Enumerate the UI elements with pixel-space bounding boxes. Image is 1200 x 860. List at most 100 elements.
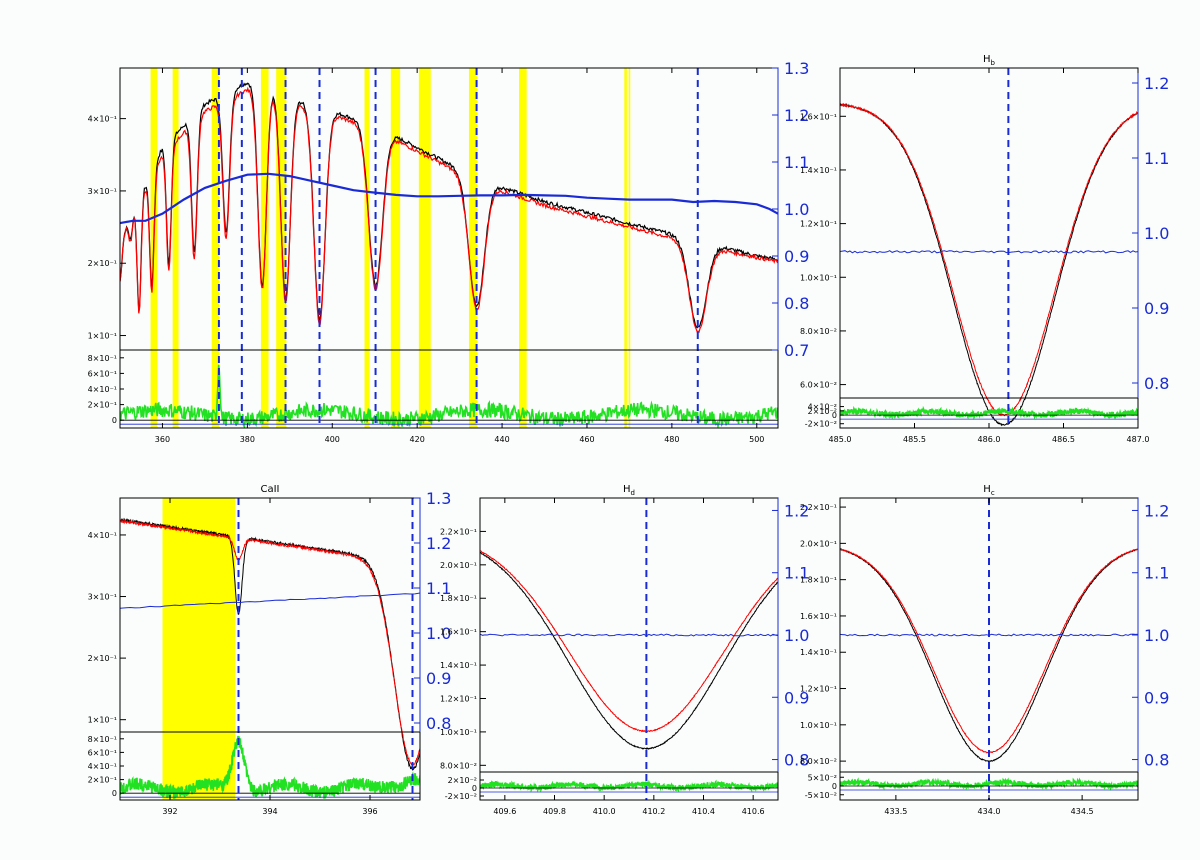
y-tick-label: 6.0×10⁻² (800, 381, 837, 390)
continuum-line (840, 250, 1138, 254)
x-tick-label: 485.5 (903, 435, 926, 444)
right-tick-label: 1.2 (784, 106, 809, 125)
shaded-band (172, 68, 179, 428)
right-tick-label: 1.1 (784, 564, 809, 583)
plot-area (480, 498, 778, 800)
y-tick-label: 1.2×10⁻¹ (440, 694, 477, 703)
residual-tick-label: 5×10⁻² (808, 773, 837, 782)
x-tick-label: 420 (410, 435, 425, 444)
residual-tick-label: 0 (112, 789, 117, 798)
residual-trace (840, 777, 1138, 791)
y-tick-label: 1.8×10⁻¹ (440, 594, 477, 603)
shaded-band (211, 68, 220, 428)
y-tick-label: 1.6×10⁻¹ (440, 628, 477, 637)
shaded-band (418, 68, 431, 428)
residual-tick-label: 2×10⁻² (448, 776, 477, 785)
residual-tick-label: 2×10⁻¹ (88, 776, 117, 785)
y-tick-label: 3×10⁻¹ (88, 187, 117, 196)
x-tick-label: 487.0 (1127, 435, 1150, 444)
residual-tick-label: -5×10⁻² (805, 791, 837, 800)
x-tick-label: 434.5 (1071, 807, 1094, 816)
right-tick-label: 1.1 (426, 579, 451, 598)
series-line (840, 548, 1138, 754)
panel-title: Hd (623, 484, 635, 497)
y-tick-label: 1×10⁻¹ (88, 332, 117, 341)
x-tick-label: 410.4 (692, 807, 715, 816)
panel-frame (479, 497, 779, 801)
x-tick-label: 480 (664, 435, 679, 444)
y-tick-label: 4×10⁻¹ (88, 115, 117, 124)
shaded-band (628, 68, 631, 428)
y-tick-label: 1.0×10⁻¹ (800, 273, 837, 282)
right-tick-label: 0.9 (1144, 299, 1169, 318)
right-tick-label: 1.1 (1144, 564, 1169, 583)
right-tick-label: 1.1 (1144, 149, 1169, 168)
y-tick-label: 1×10⁻¹ (88, 716, 117, 725)
shaded-band (468, 68, 478, 428)
residual-tick-label: 6×10⁻¹ (88, 748, 117, 757)
y-tick-label: 8.0×10⁻² (800, 757, 837, 766)
panel-title-subscript: c (991, 489, 995, 497)
panel-title: CaII (260, 484, 279, 495)
right-tick-label: 0.9 (426, 669, 451, 688)
right-tick-label: 0.9 (1144, 688, 1169, 707)
right-tick-label: 0.8 (426, 714, 451, 733)
x-tick-label: 409.6 (493, 807, 516, 816)
x-tick-label: 400 (325, 435, 340, 444)
right-tick-label: 1.1 (784, 153, 809, 172)
x-tick-label: 486.5 (1052, 435, 1075, 444)
panel-title-subscript: b (991, 59, 996, 67)
residual-tick-label: 2×10⁻¹ (88, 401, 117, 410)
y-tick-label: 1.0×10⁻¹ (800, 721, 837, 730)
panel-hb: 485.0 485.5 486.0 486.5 487.0 6.0×10⁻² 8.0×10⁻… (800, 54, 1170, 444)
x-tick-label: 410.0 (593, 807, 616, 816)
y-tick-label: 1.0×10⁻¹ (440, 728, 477, 737)
x-tick-label: 486.0 (978, 435, 1001, 444)
panel-hg: 433.5 434.0 434.5 8.0×10⁻² 1.0×10⁻¹ 1.2×10⁻¹ 1… (800, 484, 1170, 816)
panel-title-subscript: d (631, 489, 635, 497)
y-tick-label: 2×10⁻¹ (88, 654, 117, 663)
series-line (480, 550, 778, 733)
y-tick-label: 4×10⁻¹ (88, 531, 117, 540)
y-tick-label: 1.8×10⁻¹ (800, 576, 837, 585)
right-tick-label: 0.9 (784, 247, 809, 266)
residual-tick-label: 0 (472, 784, 477, 793)
residual-tick-label: 6×10⁻¹ (88, 369, 117, 378)
right-tick-label: 1.3 (784, 59, 809, 78)
series-line (840, 102, 1138, 427)
y-tick-label: 1.4×10⁻¹ (440, 661, 477, 670)
y-tick-label: 2.0×10⁻¹ (800, 539, 837, 548)
y-tick-label: 8.0×10⁻² (800, 327, 837, 336)
series-line (120, 517, 420, 771)
right-tick-label: 1.0 (1144, 626, 1169, 645)
x-tick-label: 460 (579, 435, 594, 444)
x-tick-label: 485.0 (829, 435, 852, 444)
residual-tick-label: 0 (112, 416, 117, 425)
x-tick-label: 396 (362, 807, 377, 816)
y-tick-label: 1.2×10⁻¹ (800, 220, 837, 229)
right-tick-label: 1.0 (784, 626, 809, 645)
x-tick-label: 440 (494, 435, 509, 444)
residual-tick-label: 8×10⁻¹ (88, 735, 117, 744)
x-tick-label: 434.0 (978, 807, 1001, 816)
x-tick-label: 409.8 (543, 807, 566, 816)
residual-tick-label: -2×10⁻² (805, 420, 837, 429)
y-tick-label: 8.0×10⁻² (440, 761, 477, 770)
right-tick-label: 0.8 (784, 751, 809, 770)
residual-trace (840, 405, 1138, 421)
right-tick-label: 1.0 (1144, 224, 1169, 243)
y-tick-label: 1.4×10⁻¹ (800, 166, 837, 175)
residual-tick-label: 8×10⁻¹ (88, 354, 117, 363)
panel-caii: 392 394 396 1×10⁻¹ 2×10⁻¹ 3×10⁻¹ 4×10⁻¹ 0.8 0.9 1… (88, 484, 452, 816)
x-tick-label: 380 (240, 435, 255, 444)
panel-title: Hb (983, 54, 996, 67)
shaded-band (364, 68, 370, 428)
x-tick-label: 410.2 (642, 807, 665, 816)
continuum-line (120, 172, 778, 225)
y-tick-label: 1.6×10⁻¹ (800, 112, 837, 121)
continuum-line (480, 633, 778, 637)
right-tick-label: 0.8 (784, 294, 809, 313)
residual-tick-label: 0 (832, 411, 837, 420)
series-line (840, 548, 1138, 763)
